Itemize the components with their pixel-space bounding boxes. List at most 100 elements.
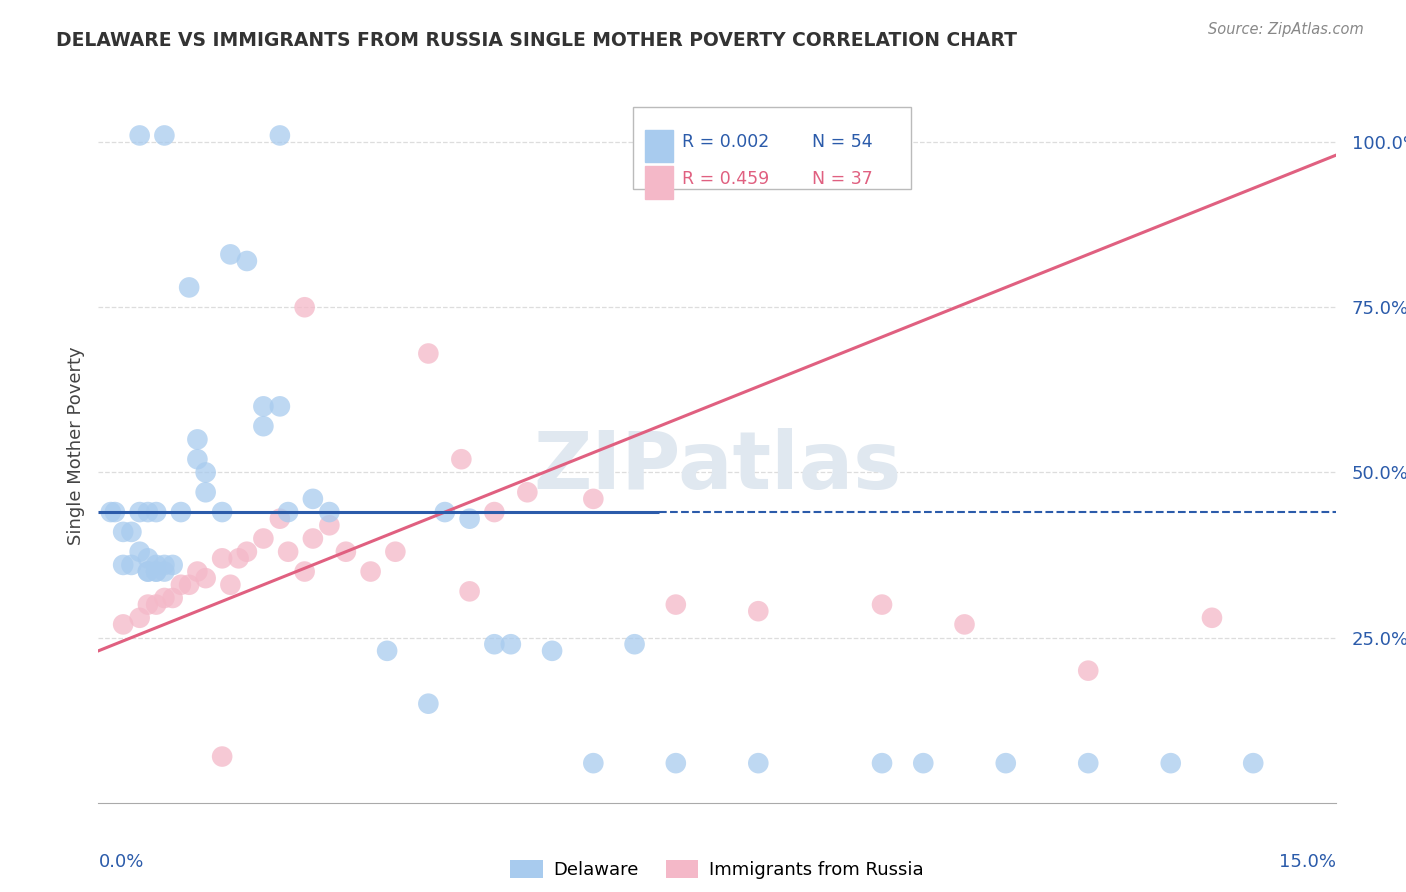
- Point: [236, 545, 259, 559]
- Point: [318, 505, 340, 519]
- Point: [302, 491, 325, 506]
- Point: [269, 511, 291, 525]
- Text: R = 0.002: R = 0.002: [682, 133, 769, 151]
- Point: [179, 280, 201, 294]
- Point: [211, 749, 233, 764]
- Point: [335, 545, 357, 559]
- Point: [100, 505, 122, 519]
- FancyBboxPatch shape: [645, 130, 672, 162]
- Point: [236, 254, 259, 268]
- Point: [219, 247, 242, 261]
- Point: [153, 591, 176, 605]
- Point: [458, 511, 481, 525]
- Point: [269, 400, 291, 414]
- Point: [228, 551, 250, 566]
- Point: [170, 505, 193, 519]
- Point: [136, 551, 159, 566]
- Point: [120, 524, 142, 539]
- Point: [128, 611, 150, 625]
- Point: [1077, 664, 1099, 678]
- Point: [112, 524, 135, 539]
- Point: [1201, 611, 1223, 625]
- Point: [1160, 756, 1182, 771]
- Point: [145, 558, 167, 572]
- Point: [418, 697, 440, 711]
- Point: [870, 756, 893, 771]
- Point: [458, 584, 481, 599]
- Point: [136, 565, 159, 579]
- Point: [153, 128, 176, 143]
- Point: [145, 565, 167, 579]
- Point: [179, 578, 201, 592]
- Point: [870, 598, 893, 612]
- Text: 0.0%: 0.0%: [98, 853, 143, 871]
- Point: [194, 571, 217, 585]
- Point: [450, 452, 472, 467]
- Point: [211, 505, 233, 519]
- Point: [318, 518, 340, 533]
- Point: [582, 491, 605, 506]
- Point: [153, 565, 176, 579]
- Point: [211, 551, 233, 566]
- Point: [747, 604, 769, 618]
- Point: [170, 578, 193, 592]
- Point: [136, 565, 159, 579]
- Point: [162, 558, 184, 572]
- Point: [499, 637, 522, 651]
- Point: [112, 558, 135, 572]
- Point: [912, 756, 935, 771]
- Point: [1241, 756, 1264, 771]
- Point: [953, 617, 976, 632]
- Point: [433, 505, 456, 519]
- Point: [747, 756, 769, 771]
- Point: [360, 565, 382, 579]
- Text: DELAWARE VS IMMIGRANTS FROM RUSSIA SINGLE MOTHER POVERTY CORRELATION CHART: DELAWARE VS IMMIGRANTS FROM RUSSIA SINGL…: [56, 31, 1017, 50]
- Point: [186, 565, 208, 579]
- Text: 15.0%: 15.0%: [1278, 853, 1336, 871]
- Point: [128, 128, 150, 143]
- Point: [665, 756, 688, 771]
- Point: [665, 598, 688, 612]
- Point: [120, 558, 142, 572]
- Point: [994, 756, 1017, 771]
- Point: [277, 545, 299, 559]
- Point: [484, 505, 506, 519]
- Point: [294, 300, 316, 314]
- Point: [145, 565, 167, 579]
- Point: [104, 505, 127, 519]
- Point: [112, 617, 135, 632]
- Text: N = 54: N = 54: [813, 133, 873, 151]
- Point: [375, 644, 398, 658]
- Point: [582, 756, 605, 771]
- Point: [252, 419, 274, 434]
- Point: [186, 452, 208, 467]
- Point: [623, 637, 645, 651]
- Point: [269, 128, 291, 143]
- Point: [484, 637, 506, 651]
- Point: [194, 466, 217, 480]
- Point: [136, 598, 159, 612]
- Point: [1077, 756, 1099, 771]
- Text: Source: ZipAtlas.com: Source: ZipAtlas.com: [1208, 22, 1364, 37]
- Point: [252, 400, 274, 414]
- Text: ZIPatlas: ZIPatlas: [533, 428, 901, 507]
- Y-axis label: Single Mother Poverty: Single Mother Poverty: [66, 347, 84, 545]
- Point: [418, 346, 440, 360]
- Point: [153, 558, 176, 572]
- Point: [277, 505, 299, 519]
- Point: [136, 505, 159, 519]
- Point: [252, 532, 274, 546]
- Point: [384, 545, 406, 559]
- Point: [294, 565, 316, 579]
- Point: [145, 598, 167, 612]
- Point: [219, 578, 242, 592]
- Point: [145, 505, 167, 519]
- Text: N = 37: N = 37: [813, 170, 873, 188]
- Text: R = 0.459: R = 0.459: [682, 170, 769, 188]
- Point: [128, 545, 150, 559]
- Point: [162, 591, 184, 605]
- FancyBboxPatch shape: [633, 107, 911, 189]
- Point: [302, 532, 325, 546]
- Point: [186, 433, 208, 447]
- Point: [541, 644, 564, 658]
